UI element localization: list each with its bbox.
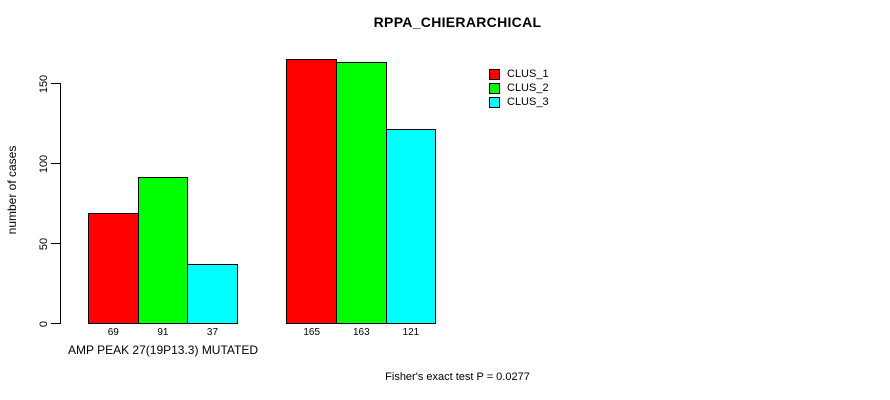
y-axis-tick [51, 243, 60, 244]
legend-item: CLUS_3 [489, 95, 549, 109]
y-axis-tick [51, 163, 60, 164]
clus_3-bar-group2 [385, 129, 437, 324]
clus_3-legend-swatch [489, 96, 500, 108]
legend-item: CLUS_1 [489, 67, 549, 81]
fishers-test-annotation: Fisher's exact test P = 0.0277 [385, 371, 530, 383]
chart-title: RPPA_CHIERARCHICAL [373, 14, 542, 30]
y-axis-tick-label: 50 [38, 237, 50, 250]
x-axis-group-label: AMP PEAK 27(19P13.3) MUTATED [67, 343, 259, 357]
bar-value-label: 165 [303, 327, 321, 338]
y-axis-line [60, 83, 61, 324]
clus_2-bar-group1 [137, 177, 189, 324]
y-axis-tick-label: 100 [38, 154, 50, 173]
legend-item-label: CLUS_2 [507, 81, 549, 94]
y-axis-tick-label: 0 [38, 320, 50, 327]
clus_1-bar-group2 [286, 59, 337, 324]
bar-value-label: 37 [206, 327, 219, 338]
clus_1-legend-swatch [489, 68, 500, 80]
bar-value-label: 69 [107, 327, 119, 338]
clus_1-bar-group1 [88, 212, 139, 324]
legend: CLUS_1 CLUS_2 CLUS_3 [489, 67, 549, 109]
bar-value-label: 163 [352, 327, 370, 338]
legend-item-label: CLUS_3 [507, 95, 549, 108]
legend-item-label: CLUS_1 [507, 67, 549, 80]
clus_2-bar-group2 [336, 62, 387, 324]
y-axis-tick-label: 150 [38, 74, 50, 93]
y-axis-tick [51, 83, 60, 84]
legend-item: CLUS_2 [489, 81, 549, 95]
clus_3-bar-group1 [187, 263, 238, 324]
bar-value-label: 121 [402, 327, 420, 338]
clus_2-legend-swatch [489, 82, 500, 94]
y-axis-tick [51, 323, 60, 324]
bar-value-label: 91 [157, 327, 169, 338]
y-axis-title: number of cases [5, 145, 19, 235]
